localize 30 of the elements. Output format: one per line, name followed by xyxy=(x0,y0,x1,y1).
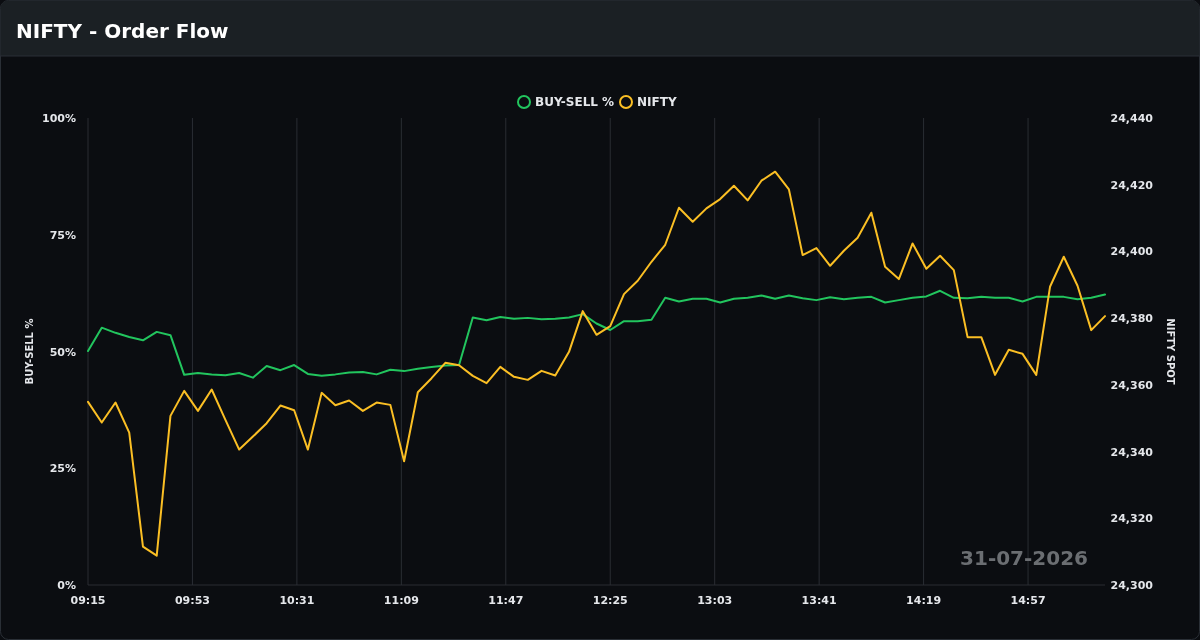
line-series xyxy=(87,289,1106,379)
x-tick-label: 09:53 xyxy=(174,594,210,607)
x-tick-label: 11:47 xyxy=(488,594,524,607)
y2-tick-label: 24,420 xyxy=(1110,178,1154,192)
annotation: 31-07-2026 xyxy=(960,546,1088,570)
x-tick-label: 13:03 xyxy=(697,594,733,607)
y-tick-label: 0% xyxy=(57,579,76,592)
y-tick-label: 75% xyxy=(49,228,76,242)
x-tick-label: 11:09 xyxy=(383,594,419,607)
y-tick-label: 50% xyxy=(49,345,76,359)
y2-tick-label: 24,440 xyxy=(1110,112,1154,125)
chart-title: NIFTY - Order Flow xyxy=(16,19,229,43)
x-tick-label: 09:15 xyxy=(70,594,106,607)
y2-tick-label: 24,300 xyxy=(1110,579,1154,592)
y2-tick-label: 24,400 xyxy=(1110,245,1154,259)
x-tick-label: 10:31 xyxy=(279,594,315,607)
x-tick-label: 14:19 xyxy=(906,594,942,607)
y-axis-title: BUY-SELL % xyxy=(24,318,35,385)
y2-axis-title: NIFTY SPOT xyxy=(1165,318,1176,385)
legend-label: NIFTY xyxy=(637,95,677,109)
x-tick-label: 14:57 xyxy=(1010,594,1046,607)
y2-tick-label: 24,340 xyxy=(1110,445,1154,459)
x-tick-label: 13:41 xyxy=(801,594,837,607)
y2-tick-label: 24,360 xyxy=(1110,378,1154,392)
x-tick-label: 12:25 xyxy=(592,594,628,607)
y-tick-label: 100% xyxy=(42,112,76,125)
y-tick-label: 25% xyxy=(49,462,76,476)
legend-label: BUY-SELL % xyxy=(535,95,615,109)
y2-tick-label: 24,380 xyxy=(1110,312,1154,326)
y2-tick-label: 24,320 xyxy=(1110,512,1154,526)
